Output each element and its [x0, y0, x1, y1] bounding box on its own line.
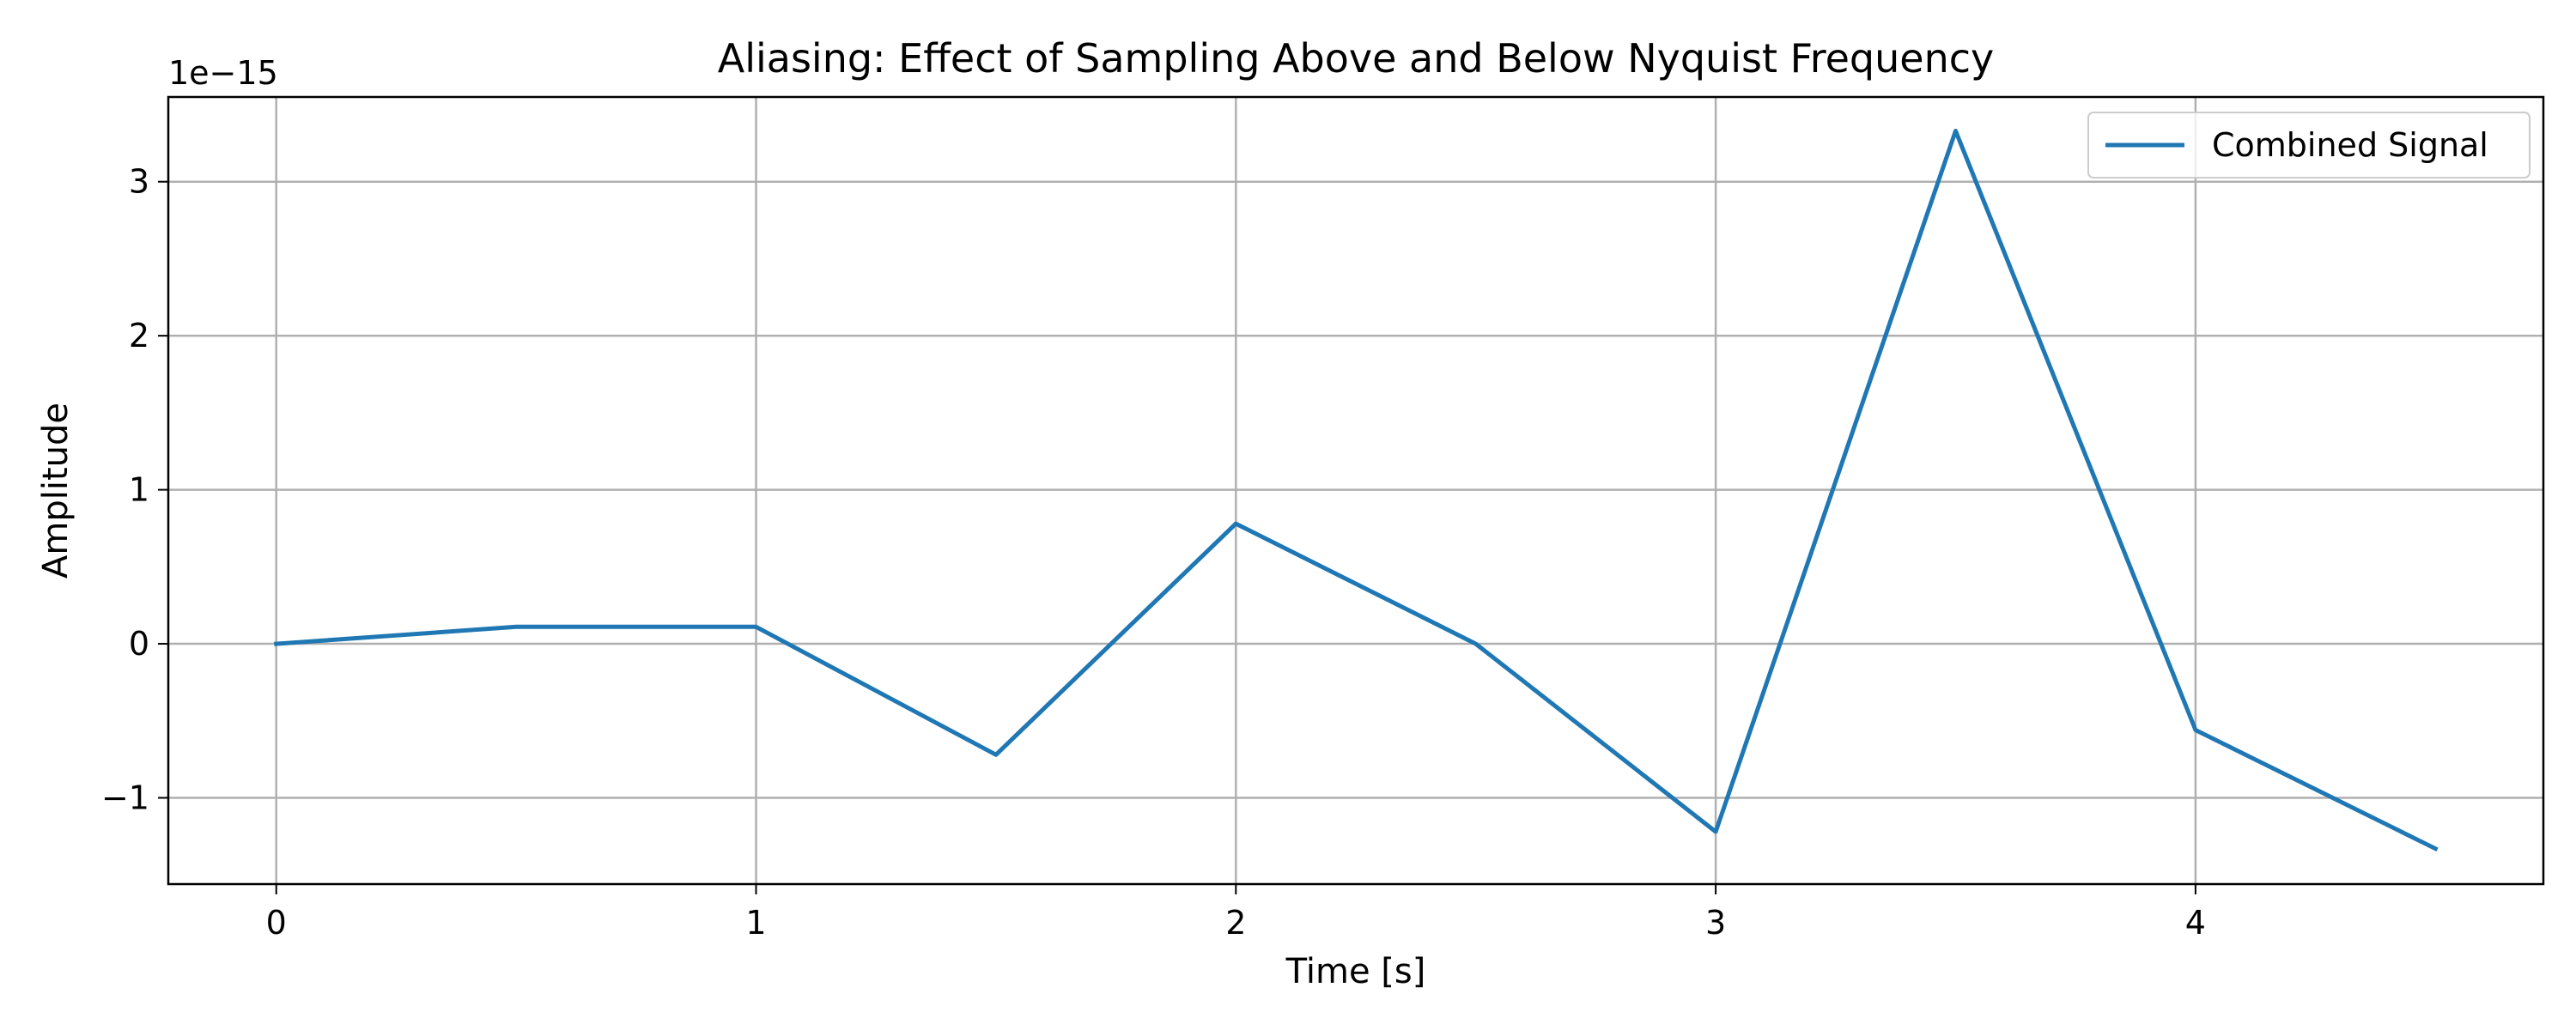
series-line-combined-signal — [274, 129, 2439, 852]
y-tick-label: 1 — [129, 471, 149, 509]
x-tick-label: 1 — [745, 904, 766, 942]
x-axis-title: Time [s] — [1285, 952, 1426, 991]
y-tick-label: −1 — [101, 779, 149, 817]
ticks: 0 1 2 3 4 −1 0 1 2 3 — [101, 163, 2206, 942]
grid — [168, 97, 2543, 884]
chart-title: Aliasing: Effect of Sampling Above and B… — [718, 35, 1995, 82]
y-tick-label: 0 — [129, 625, 149, 663]
x-tick-label: 2 — [1225, 904, 1246, 942]
x-tick-label: 3 — [1705, 904, 1726, 942]
y-axis-title: Amplitude — [36, 403, 76, 579]
y-offset-label: 1e−15 — [168, 54, 278, 92]
x-tick-label: 0 — [266, 904, 287, 942]
legend: Combined Signal — [2087, 112, 2530, 179]
y-tick-label: 2 — [129, 317, 149, 354]
legend-box — [2087, 112, 2530, 179]
series-layer — [274, 129, 2439, 852]
legend-label-combined-signal: Combined Signal — [2212, 126, 2488, 164]
y-tick-label: 3 — [129, 163, 149, 201]
x-tick-label: 4 — [2185, 904, 2206, 942]
